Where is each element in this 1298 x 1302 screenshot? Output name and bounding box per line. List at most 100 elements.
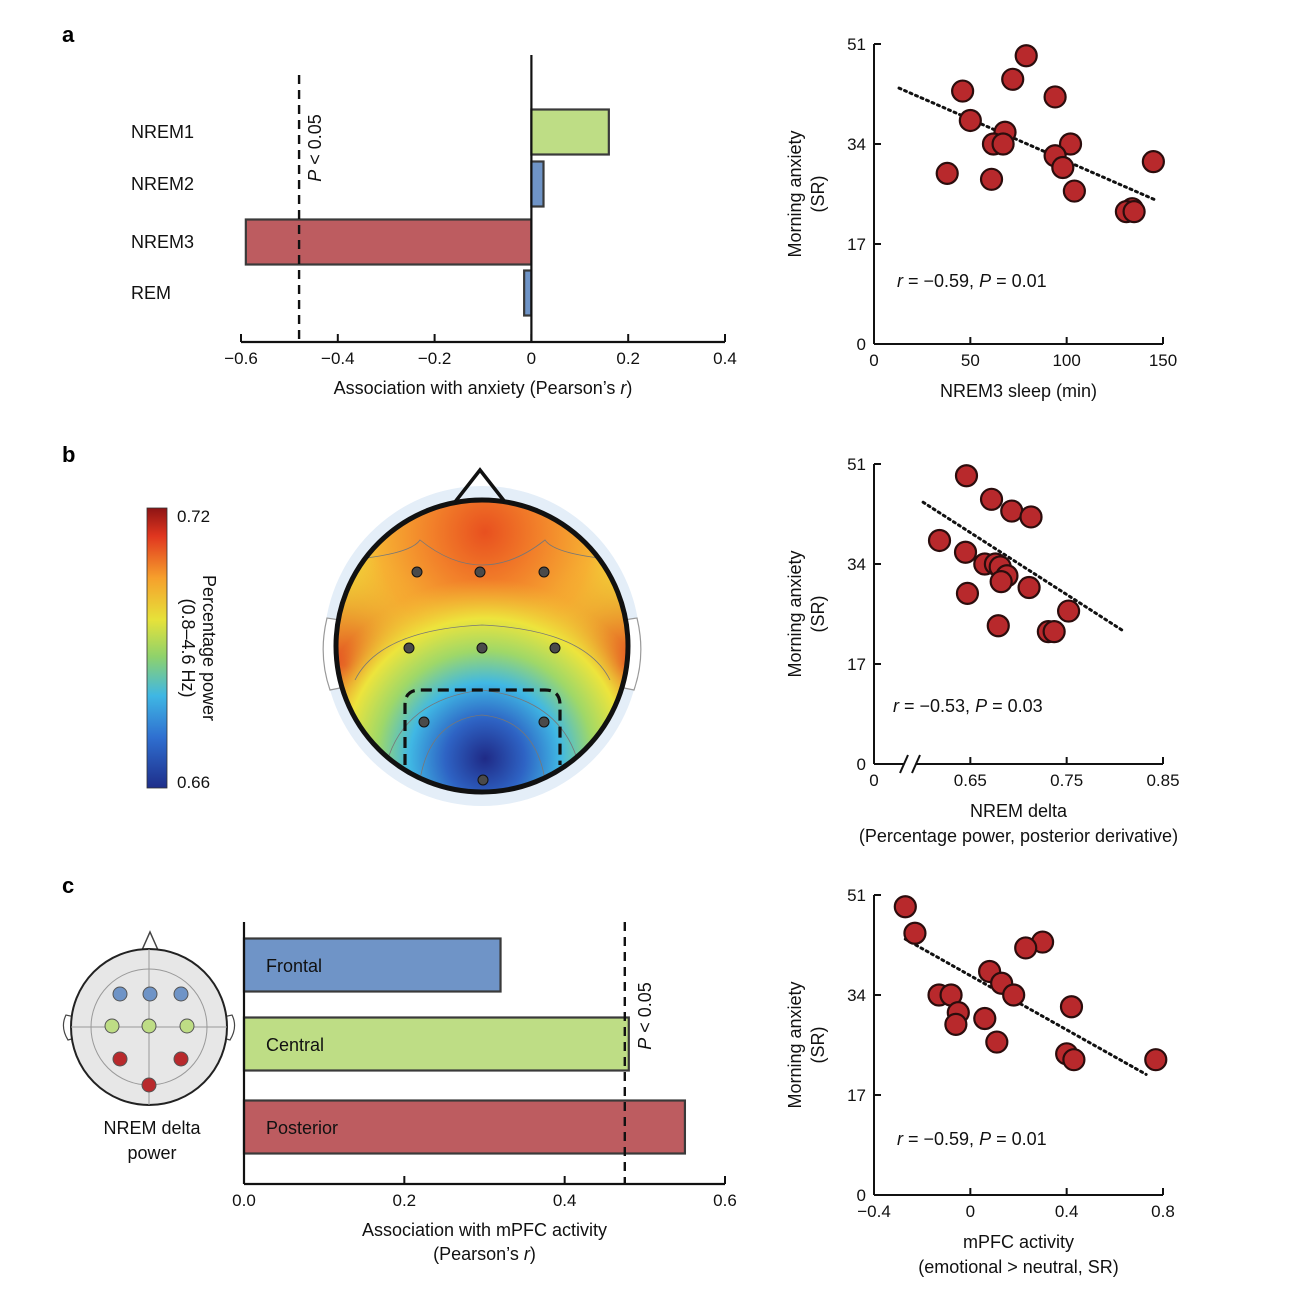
data-point [944, 1012, 968, 1037]
axis-break-mark [899, 754, 909, 774]
y-axis-label: Morning anxiety [785, 130, 805, 257]
electrode-central [104, 1018, 120, 1034]
x-tick-label: 0 [966, 1202, 975, 1221]
x-tick-label: −0.6 [224, 349, 258, 368]
y-tick-label: 0 [857, 1186, 866, 1205]
panel-c-bar-chart: Frontal Central Posterior P < 0.05 0.0 0.2 0… [232, 922, 737, 1264]
y-tick-label: 34 [847, 135, 866, 154]
trend-line [921, 500, 1126, 634]
data-point [985, 1030, 1009, 1054]
bar-label-frontal: Frontal [266, 956, 322, 976]
head-outline [333, 497, 631, 795]
y-tick-label: 0 [857, 755, 866, 774]
category-label-rem: REM [131, 283, 171, 303]
data-point [1122, 200, 1146, 224]
axis-break-mark [911, 754, 921, 774]
colorbar-label: Percentage power [199, 575, 219, 721]
y-axis-label-2: (SR) [808, 176, 828, 213]
colorbar-label-2: (0.8–4.6 Hz) [178, 598, 198, 697]
data-point [1002, 983, 1026, 1007]
x-tick-label: 0.0 [232, 1191, 256, 1210]
x-axis-label: NREM delta [970, 801, 1068, 821]
bar-label-posterior: Posterior [266, 1118, 338, 1138]
x-tick-label: −0.2 [418, 349, 452, 368]
data-point [951, 79, 975, 103]
x-tick-label: 0.2 [616, 349, 640, 368]
x-tick-label: 0.8 [1151, 1202, 1175, 1221]
threshold-label: P < 0.05 [635, 982, 655, 1050]
electrode [418, 716, 430, 728]
x-tick-label: 0.85 [1146, 771, 1179, 790]
data-point [973, 1006, 997, 1031]
electrode-frontal [173, 986, 189, 1002]
colorbar-min: 0.66 [177, 773, 210, 792]
threshold-label: P < 0.05 [305, 114, 325, 182]
x-tick-label: 0 [527, 349, 536, 368]
data-point [1056, 599, 1081, 623]
data-point [1001, 67, 1025, 91]
panel-a-scatter: 0 17 34 51 0 50 100 150 r = −0.59, P = 0.01 NREM3… [785, 35, 1177, 401]
bar-central [242, 1016, 630, 1072]
data-point [953, 540, 978, 564]
panel-letter-a: a [62, 22, 75, 47]
data-point [955, 581, 980, 606]
bar-nrem1 [530, 108, 610, 156]
y-axis-label-2: (SR) [808, 1027, 828, 1064]
x-tick-label: 0 [869, 771, 878, 790]
bar-nrem2 [530, 160, 545, 208]
data-point [1042, 620, 1066, 644]
data-point [979, 487, 1004, 511]
y-tick-label: 17 [847, 235, 866, 254]
electrode [538, 566, 550, 578]
x-tick-label: 0.65 [954, 771, 987, 790]
stat-part: P [975, 696, 987, 716]
colorbar-max: 0.72 [177, 507, 210, 526]
panel-a-bar-chart: P < 0.05 −0.6 −0.4 −0.2 0 0.2 0.4 NREM1 NREM2 N… [131, 55, 737, 398]
electrode [538, 716, 550, 728]
y-tick-label: 34 [847, 986, 866, 1005]
electrode-central [179, 1018, 195, 1034]
x-tick-label: −0.4 [857, 1202, 891, 1221]
panel-letter-c: c [62, 873, 74, 898]
electrode [403, 642, 415, 654]
data-point [979, 167, 1004, 191]
stat-part: = 0.03 [987, 696, 1043, 716]
x-tick-label: 150 [1149, 351, 1177, 370]
legend-label-2: power [127, 1143, 176, 1163]
x-tick-label: 0.4 [713, 349, 737, 368]
y-tick-label: 17 [847, 655, 866, 674]
data-point [958, 108, 982, 133]
electrode-central [141, 1018, 157, 1034]
nose-icon [141, 930, 159, 951]
stat-annotation: r = −0.59, P = 0.01 [897, 271, 1047, 291]
data-point [903, 921, 927, 945]
y-tick-label: 34 [847, 555, 866, 574]
stat-part: = 0.01 [991, 1129, 1047, 1149]
colorbar: 0.72 0.66 Percentage power (0.8–4.6 Hz) [146, 507, 219, 792]
y-tick-label: 51 [847, 455, 866, 474]
x-axis-label-2: (emotional > neutral, SR) [918, 1257, 1119, 1277]
x-tick-label: −0.4 [321, 349, 355, 368]
x-tick-label: 0.75 [1050, 771, 1083, 790]
category-label-nrem2: NREM2 [131, 174, 194, 194]
stat-part: = −0.59, [903, 1129, 979, 1149]
panel-b-scatter: 0 17 34 51 0 0.65 0.75 0.85 r = −0.53, P = 0.03 N… [785, 455, 1180, 846]
data-point [989, 570, 1013, 594]
panel-letter-b: b [62, 442, 75, 467]
x-tick-label: 0.2 [393, 1191, 417, 1210]
x-tick-label: 50 [961, 351, 980, 370]
x-axis-label: NREM3 sleep (min) [940, 381, 1097, 401]
trend-line [897, 86, 1157, 202]
category-label-nrem1: NREM1 [131, 122, 194, 142]
data-point [1014, 44, 1038, 68]
data-point [986, 614, 1010, 638]
posterior-roi-outline [403, 688, 562, 765]
legend-label: NREM delta [103, 1118, 201, 1138]
x-axis-label-2: (Percentage power, posterior derivative) [859, 826, 1178, 846]
bar-label-central: Central [266, 1035, 324, 1055]
data-point [1059, 995, 1084, 1019]
data-point [1043, 85, 1067, 109]
electrode-posterior [173, 1051, 189, 1067]
data-point [1062, 1048, 1086, 1072]
colorbar-gradient [146, 507, 168, 789]
